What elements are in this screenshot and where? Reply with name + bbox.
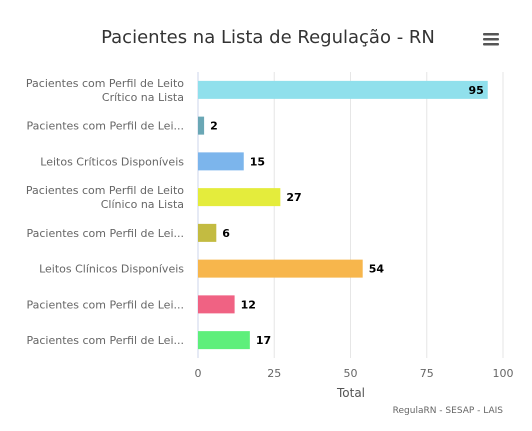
data-label: 2 xyxy=(210,120,218,133)
category-label: Leitos Clínicos Disponíveis xyxy=(39,263,184,276)
category-label: Clínico na Lista xyxy=(101,198,184,211)
grid-lines xyxy=(197,72,504,358)
x-tick-labels: 0 25 50 75 100 xyxy=(195,367,514,380)
category-label: Pacientes com Perfil de Lei... xyxy=(26,334,184,347)
data-label: 15 xyxy=(250,155,265,168)
bar[interactable] xyxy=(198,152,244,171)
hamburger-menu-icon[interactable] xyxy=(480,30,502,46)
bar[interactable] xyxy=(198,331,250,350)
data-label: 95 xyxy=(468,84,483,97)
x-tick-label: 25 xyxy=(267,367,281,380)
bar[interactable] xyxy=(198,223,217,242)
bar[interactable] xyxy=(198,80,488,99)
x-tick-label: 0 xyxy=(195,367,202,380)
x-tick-label: 100 xyxy=(493,367,514,380)
x-tick-label: 75 xyxy=(420,367,434,380)
bars-group: 95 2 15 27 6 54 12 17 xyxy=(198,80,488,350)
category-label: Pacientes com Perfil de Leito xyxy=(26,77,184,90)
data-label: 12 xyxy=(241,298,256,311)
category-label: Leitos Críticos Disponíveis xyxy=(40,155,184,168)
data-label: 6 xyxy=(222,227,230,240)
category-label: Pacientes com Perfil de Leito xyxy=(26,184,184,197)
credits-text: RegulaRN - SESAP - LAIS xyxy=(393,406,504,416)
category-label: Crítico na Lista xyxy=(102,91,184,104)
data-label: 17 xyxy=(256,334,271,347)
bar[interactable] xyxy=(198,259,363,278)
chart-title: Pacientes na Lista de Regulação - RN xyxy=(101,27,435,48)
x-axis-label: Total xyxy=(336,386,365,400)
bar[interactable] xyxy=(198,116,205,135)
bar[interactable] xyxy=(198,188,281,207)
category-label: Pacientes com Perfil de Lei... xyxy=(26,298,184,311)
category-label: Pacientes com Perfil de Lei... xyxy=(26,120,184,133)
data-label: 27 xyxy=(286,191,301,204)
category-label: Pacientes com Perfil de Lei... xyxy=(26,227,184,240)
x-tick-label: 50 xyxy=(344,367,358,380)
bar[interactable] xyxy=(198,295,235,314)
data-label: 54 xyxy=(369,263,385,276)
